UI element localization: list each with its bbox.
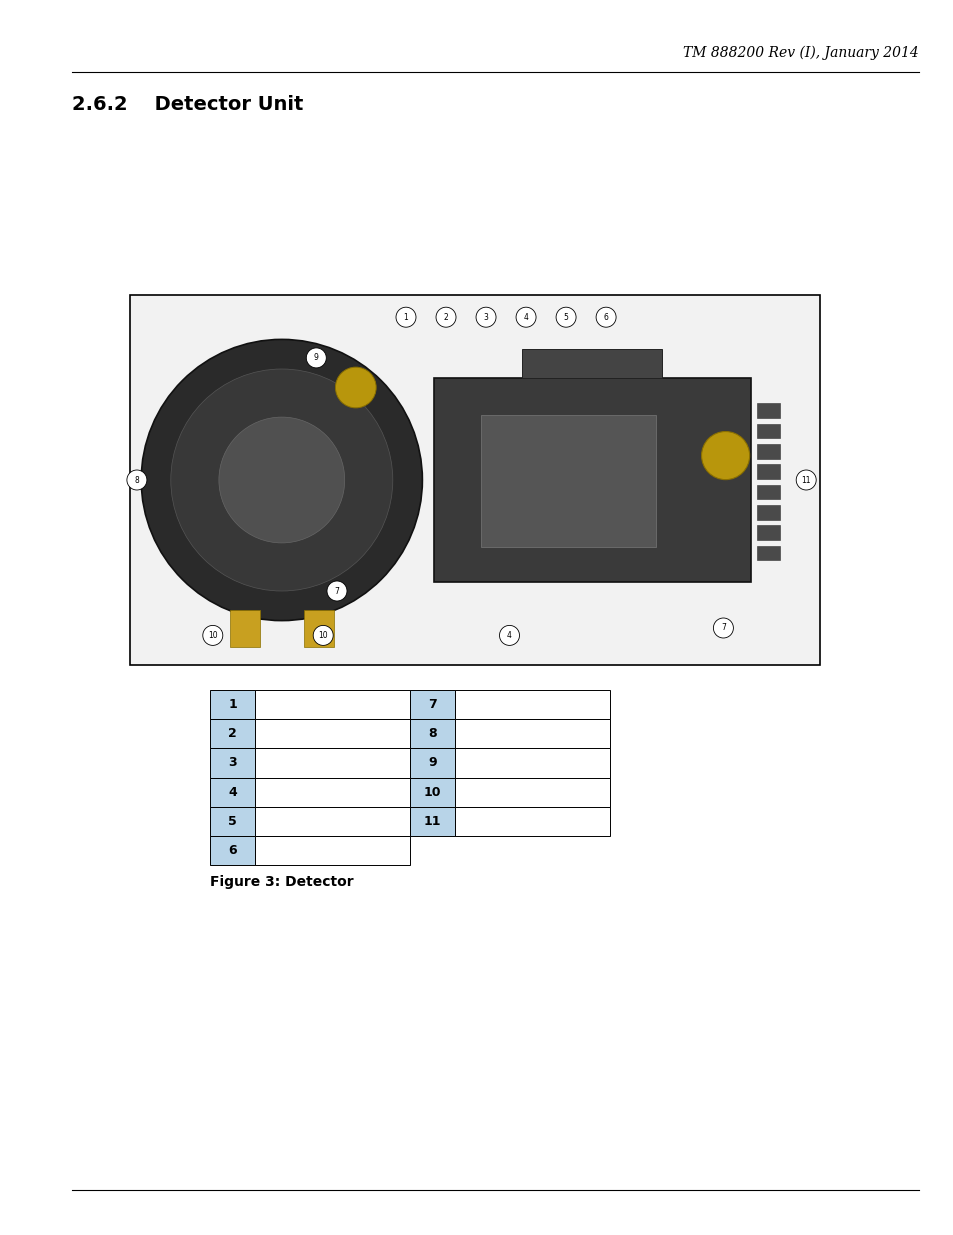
Bar — [254, 719, 410, 748]
Bar — [254, 690, 410, 719]
Bar — [254, 748, 410, 778]
Text: 9: 9 — [428, 756, 436, 769]
Text: 2.6.2    Detector Unit: 2.6.2 Detector Unit — [71, 95, 303, 114]
Circle shape — [395, 308, 416, 327]
Text: 10: 10 — [208, 631, 217, 640]
Text: Figure 3: Detector: Figure 3: Detector — [210, 876, 354, 889]
Bar — [757, 546, 779, 561]
Bar — [455, 748, 609, 778]
Bar — [130, 295, 820, 664]
Circle shape — [327, 580, 347, 601]
Circle shape — [796, 471, 816, 490]
Bar — [455, 719, 609, 748]
Circle shape — [700, 431, 749, 479]
Circle shape — [127, 471, 147, 490]
Bar — [230, 610, 259, 646]
Circle shape — [476, 308, 496, 327]
Text: 2: 2 — [443, 312, 448, 321]
Circle shape — [218, 417, 344, 543]
Bar — [254, 806, 410, 836]
Bar — [210, 778, 254, 806]
Text: 2: 2 — [228, 727, 236, 740]
Text: 7: 7 — [720, 624, 725, 632]
Bar — [455, 778, 609, 806]
Bar — [410, 748, 455, 778]
Text: 4: 4 — [228, 785, 236, 799]
Circle shape — [516, 308, 536, 327]
Text: 4: 4 — [507, 631, 512, 640]
Bar — [210, 836, 254, 864]
Text: 6: 6 — [228, 844, 236, 857]
Text: 8: 8 — [428, 727, 436, 740]
Text: 8: 8 — [134, 475, 139, 484]
Bar — [757, 505, 779, 520]
Text: 11: 11 — [801, 475, 810, 484]
Circle shape — [499, 625, 519, 646]
Text: 5: 5 — [563, 312, 568, 321]
Circle shape — [306, 348, 326, 368]
Text: TM 888200 Rev (I), January 2014: TM 888200 Rev (I), January 2014 — [682, 46, 918, 61]
Bar — [757, 424, 779, 438]
Bar — [522, 348, 661, 378]
Bar — [480, 415, 655, 547]
Circle shape — [313, 625, 333, 646]
Bar — [757, 403, 779, 417]
Text: 11: 11 — [423, 815, 441, 827]
Bar — [410, 778, 455, 806]
Bar — [410, 690, 455, 719]
Bar — [455, 806, 609, 836]
Bar — [210, 806, 254, 836]
Text: 1: 1 — [228, 698, 236, 711]
Text: 10: 10 — [318, 631, 328, 640]
Text: –: – — [296, 342, 303, 354]
Bar — [410, 806, 455, 836]
Bar — [757, 443, 779, 458]
Text: 7: 7 — [428, 698, 436, 711]
Bar — [455, 690, 609, 719]
Text: 3: 3 — [228, 756, 236, 769]
Text: 7: 7 — [335, 587, 339, 595]
Circle shape — [556, 308, 576, 327]
Circle shape — [596, 308, 616, 327]
Text: 4: 4 — [523, 312, 528, 321]
Text: 1: 1 — [403, 312, 408, 321]
Circle shape — [335, 367, 375, 408]
Circle shape — [203, 625, 223, 646]
Text: 9: 9 — [314, 353, 318, 362]
Bar — [757, 484, 779, 499]
Circle shape — [436, 308, 456, 327]
Bar — [434, 378, 750, 582]
Bar — [304, 610, 334, 646]
Bar — [410, 719, 455, 748]
Text: 6: 6 — [603, 312, 608, 321]
Bar — [254, 836, 410, 864]
Bar — [210, 719, 254, 748]
Bar — [210, 748, 254, 778]
Text: 3: 3 — [483, 312, 488, 321]
Text: 10: 10 — [423, 785, 441, 799]
Circle shape — [141, 340, 422, 621]
Bar — [254, 778, 410, 806]
Bar — [757, 525, 779, 540]
Circle shape — [713, 618, 733, 638]
Bar — [757, 464, 779, 479]
Bar — [210, 690, 254, 719]
Circle shape — [171, 369, 393, 592]
Text: 5: 5 — [228, 815, 236, 827]
